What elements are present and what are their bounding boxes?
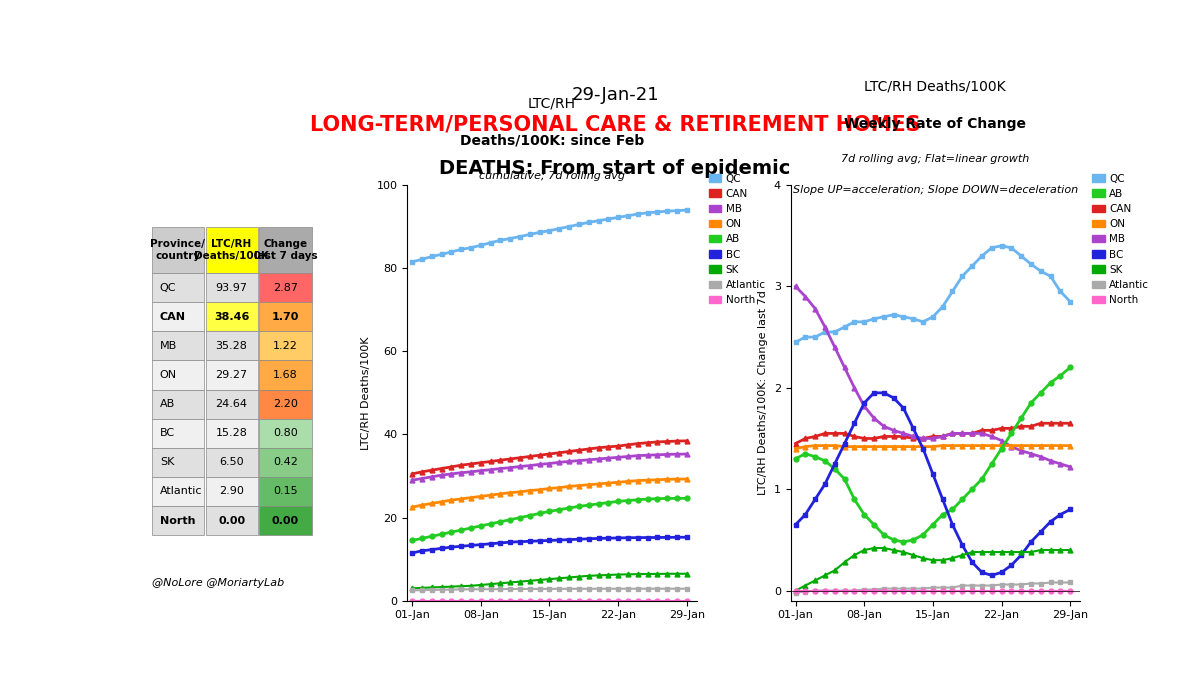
- Text: 1.70: 1.70: [272, 312, 299, 322]
- FancyBboxPatch shape: [205, 389, 258, 418]
- Text: DEATHS: From start of epidemic: DEATHS: From start of epidemic: [439, 159, 791, 178]
- FancyBboxPatch shape: [205, 331, 258, 360]
- FancyBboxPatch shape: [259, 273, 312, 302]
- Text: CAN: CAN: [160, 312, 186, 322]
- Text: 29.27: 29.27: [216, 370, 247, 380]
- FancyBboxPatch shape: [151, 360, 204, 389]
- FancyBboxPatch shape: [259, 418, 312, 448]
- Text: AB: AB: [160, 399, 175, 409]
- Text: Deaths/100K: since Feb: Deaths/100K: since Feb: [460, 134, 644, 148]
- FancyBboxPatch shape: [259, 331, 312, 360]
- FancyBboxPatch shape: [151, 477, 204, 506]
- FancyBboxPatch shape: [259, 506, 312, 535]
- FancyBboxPatch shape: [205, 302, 258, 331]
- FancyBboxPatch shape: [205, 360, 258, 389]
- FancyBboxPatch shape: [205, 506, 258, 535]
- FancyBboxPatch shape: [205, 448, 258, 477]
- FancyBboxPatch shape: [151, 418, 204, 448]
- Y-axis label: LTC/RH Deaths/100K: LTC/RH Deaths/100K: [361, 336, 371, 450]
- Text: North: North: [160, 516, 196, 526]
- FancyBboxPatch shape: [259, 360, 312, 389]
- Text: Slope UP=acceleration; Slope DOWN=deceleration: Slope UP=acceleration; Slope DOWN=decele…: [793, 186, 1078, 195]
- Y-axis label: LTC/RH Deaths/100K: Change last 7d: LTC/RH Deaths/100K: Change last 7d: [758, 290, 768, 495]
- Text: LTC/RH: LTC/RH: [528, 96, 576, 110]
- Legend: QC, AB, CAN, ON, MB, BC, SK, Atlantic, North: QC, AB, CAN, ON, MB, BC, SK, Atlantic, N…: [1088, 169, 1153, 309]
- FancyBboxPatch shape: [205, 477, 258, 506]
- FancyBboxPatch shape: [259, 227, 312, 273]
- Text: 38.46: 38.46: [214, 312, 250, 322]
- Text: 15.28: 15.28: [216, 428, 247, 438]
- Text: 24.64: 24.64: [216, 399, 247, 409]
- FancyBboxPatch shape: [259, 389, 312, 418]
- Text: 0.80: 0.80: [274, 428, 298, 438]
- FancyBboxPatch shape: [151, 506, 204, 535]
- Text: 2.87: 2.87: [272, 283, 298, 293]
- Text: 35.28: 35.28: [216, 341, 247, 351]
- Text: 2.20: 2.20: [274, 399, 298, 409]
- FancyBboxPatch shape: [151, 389, 204, 418]
- Text: BC: BC: [160, 428, 175, 438]
- Text: 2.90: 2.90: [220, 487, 244, 496]
- Text: 29-Jan-21: 29-Jan-21: [571, 86, 659, 104]
- FancyBboxPatch shape: [151, 227, 204, 273]
- Text: LTC/RH
Deaths/100K: LTC/RH Deaths/100K: [194, 239, 269, 261]
- Text: 0.42: 0.42: [274, 457, 298, 467]
- FancyBboxPatch shape: [205, 227, 258, 273]
- FancyBboxPatch shape: [259, 477, 312, 506]
- Text: @NoLore @MoriartyLab: @NoLore @MoriartyLab: [151, 578, 284, 589]
- Text: LONG-TERM/PERSONAL CARE & RETIREMENT HOMES: LONG-TERM/PERSONAL CARE & RETIREMENT HOM…: [310, 114, 920, 134]
- FancyBboxPatch shape: [151, 331, 204, 360]
- Text: 1.68: 1.68: [274, 370, 298, 380]
- Text: Change
last 7 days: Change last 7 days: [253, 239, 317, 261]
- Text: MB: MB: [160, 341, 178, 351]
- FancyBboxPatch shape: [205, 273, 258, 302]
- Text: Atlantic: Atlantic: [160, 487, 203, 496]
- FancyBboxPatch shape: [259, 302, 312, 331]
- Legend: QC, CAN, MB, ON, AB, BC, SK, Atlantic, North: QC, CAN, MB, ON, AB, BC, SK, Atlantic, N…: [704, 169, 769, 309]
- FancyBboxPatch shape: [151, 273, 204, 302]
- FancyBboxPatch shape: [151, 448, 204, 477]
- FancyBboxPatch shape: [151, 302, 204, 331]
- Text: QC: QC: [160, 283, 176, 293]
- Text: 1.22: 1.22: [274, 341, 298, 351]
- Text: SK: SK: [160, 457, 174, 467]
- Text: Province/
country: Province/ country: [150, 239, 205, 261]
- Text: cumulative; 7d rolling avg: cumulative; 7d rolling avg: [479, 171, 625, 181]
- FancyBboxPatch shape: [259, 448, 312, 477]
- Text: 7d rolling avg; Flat=linear growth: 7d rolling avg; Flat=linear growth: [841, 154, 1030, 164]
- Text: 0.15: 0.15: [274, 487, 298, 496]
- Text: ON: ON: [160, 370, 176, 380]
- Text: Weekly Rate of Change: Weekly Rate of Change: [845, 117, 1026, 131]
- Text: 0.00: 0.00: [218, 516, 245, 526]
- Text: 6.50: 6.50: [220, 457, 244, 467]
- Text: LTC/RH Deaths/100K: LTC/RH Deaths/100K: [864, 80, 1006, 93]
- Text: 93.97: 93.97: [216, 283, 247, 293]
- FancyBboxPatch shape: [205, 418, 258, 448]
- Text: 0.00: 0.00: [272, 516, 299, 526]
